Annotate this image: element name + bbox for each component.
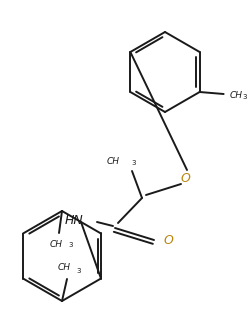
Text: CH: CH [230, 90, 243, 99]
Text: 3: 3 [243, 94, 247, 100]
Text: CH: CH [107, 157, 120, 165]
Text: 3: 3 [76, 268, 80, 274]
Text: CH: CH [58, 263, 70, 272]
Text: 3: 3 [131, 160, 135, 166]
Text: O: O [163, 235, 173, 248]
Text: 3: 3 [68, 242, 72, 248]
Text: HN: HN [64, 214, 83, 227]
Text: CH: CH [50, 240, 62, 249]
Text: O: O [180, 172, 190, 185]
